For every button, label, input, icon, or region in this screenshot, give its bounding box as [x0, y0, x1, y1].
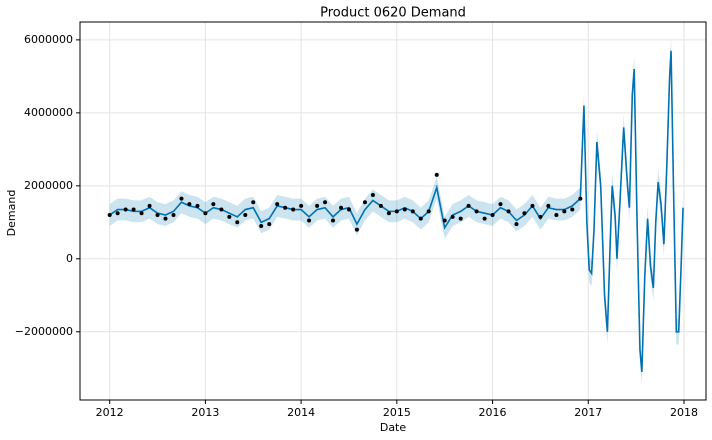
x-tick-label: 2014 — [287, 406, 315, 419]
observed-point — [131, 207, 136, 212]
observed-point — [163, 216, 168, 221]
observed-point — [267, 222, 272, 227]
observed-point — [402, 207, 407, 212]
y-tick-label: 6000000 — [24, 33, 73, 46]
observed-point — [474, 209, 479, 214]
observed-point — [418, 216, 423, 221]
observed-point — [283, 205, 288, 210]
observed-point — [434, 172, 439, 177]
observed-point — [179, 196, 184, 201]
observed-point — [155, 213, 160, 218]
observed-point — [490, 213, 495, 218]
observed-point — [562, 209, 567, 214]
observed-point — [123, 207, 128, 212]
observed-point — [450, 214, 455, 219]
observed-point — [323, 200, 328, 205]
observed-point — [251, 200, 256, 205]
observed-point — [530, 203, 535, 208]
observed-point — [107, 213, 112, 218]
y-tick-label: 0 — [66, 252, 73, 265]
observed-point — [275, 202, 280, 207]
observed-point — [219, 207, 224, 212]
observed-point — [410, 209, 415, 214]
observed-point — [354, 227, 359, 232]
observed-point — [291, 207, 296, 212]
observed-point — [514, 222, 519, 227]
x-axis-label: Date — [380, 421, 407, 434]
observed-point — [315, 203, 320, 208]
observed-point — [394, 209, 399, 214]
observed-point — [227, 214, 232, 219]
observed-point — [203, 211, 208, 216]
observed-point — [346, 207, 351, 212]
observed-point — [243, 213, 248, 218]
x-tick-label: 2012 — [96, 406, 124, 419]
observed-point — [259, 223, 264, 228]
observed-point — [307, 218, 312, 223]
observed-point — [570, 207, 575, 212]
observed-point — [498, 202, 503, 207]
observed-point — [211, 202, 216, 207]
x-tick-label: 2016 — [479, 406, 507, 419]
y-axis-label: Demand — [5, 190, 18, 237]
y-tick-label: 4000000 — [24, 106, 73, 119]
observed-point — [171, 213, 176, 218]
x-tick-label: 2015 — [383, 406, 411, 419]
x-tick-label: 2018 — [670, 406, 698, 419]
observed-point — [466, 203, 471, 208]
observed-point — [339, 205, 344, 210]
observed-point — [426, 209, 431, 214]
grid-layer: 2012 2013 2014 2015 2016 2017 2018 −2000000 0 200… — [15, 22, 706, 419]
observed-point — [187, 202, 192, 207]
observed-point — [370, 192, 375, 197]
observed-point — [546, 203, 551, 208]
observed-point — [458, 216, 463, 221]
observed-point — [362, 200, 367, 205]
observed-point — [378, 203, 383, 208]
observed-point — [554, 213, 559, 218]
y-tick-label: −2000000 — [15, 325, 73, 338]
observed-point — [299, 203, 304, 208]
observed-point — [482, 216, 487, 221]
observed-point — [538, 214, 543, 219]
chart-title: Product 0620 Demand — [320, 6, 466, 21]
forecast-line — [109, 50, 684, 372]
x-tick-label: 2013 — [191, 406, 219, 419]
data-layer — [107, 38, 684, 385]
y-tick-label: 2000000 — [24, 179, 73, 192]
observed-point — [115, 211, 120, 216]
observed-point — [442, 218, 447, 223]
observed-point — [195, 203, 200, 208]
observed-point — [330, 218, 335, 223]
observed-point — [147, 203, 152, 208]
observed-point — [139, 211, 144, 216]
observed-point — [578, 196, 583, 201]
observed-point — [522, 211, 527, 216]
x-tick-label: 2017 — [574, 406, 602, 419]
observed-point — [506, 209, 511, 214]
plot-frame — [79, 21, 707, 401]
observed-point — [235, 220, 240, 225]
observed-point — [386, 211, 391, 216]
